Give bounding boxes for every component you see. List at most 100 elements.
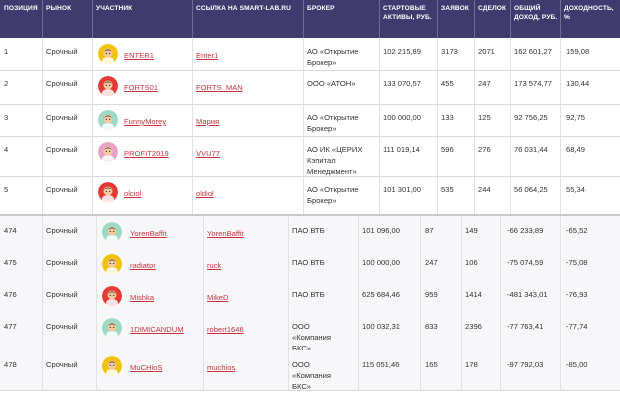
column-divider xyxy=(474,70,475,104)
column-divider xyxy=(42,38,43,70)
smartlab-profile-link[interactable]: MikeD xyxy=(207,293,229,302)
orders-cell: 87 xyxy=(425,226,434,235)
position-cell: 475 xyxy=(4,258,17,267)
column-divider xyxy=(461,248,462,280)
smartlab-profile-link[interactable]: muchios xyxy=(207,363,236,372)
assets-cell: 102 215,89 xyxy=(383,47,422,56)
broker-line: АО ИК «ЦЕРИХ xyxy=(307,145,363,154)
deals-cell: 125 xyxy=(478,113,491,122)
table-row: 3 Срочный FunnyMorey Мария АО «Открытие Броке… xyxy=(0,104,620,137)
header-divider xyxy=(474,0,475,38)
column-divider xyxy=(96,350,97,390)
column-divider xyxy=(474,136,475,176)
yield-cell: -75,08 xyxy=(566,258,588,267)
smartlab-profile-link[interactable]: Enter1 xyxy=(196,51,219,60)
broker-line: Менеджмент» xyxy=(307,167,357,176)
participant-link[interactable]: PROFIT2019 xyxy=(124,149,169,158)
yield-cell: 55,34 xyxy=(566,185,586,194)
smartlab-profile-link[interactable]: VVU77 xyxy=(196,149,221,158)
column-divider xyxy=(42,280,43,312)
column-divider xyxy=(192,70,193,104)
broker-line: ООО «АТОН» xyxy=(307,79,356,88)
column-divider xyxy=(203,312,204,350)
column-divider xyxy=(203,216,204,248)
market-cell: Срочный xyxy=(46,145,78,154)
column-divider xyxy=(379,136,380,176)
column-divider xyxy=(192,176,193,214)
column-divider xyxy=(288,280,289,312)
column-divider xyxy=(420,216,421,248)
broker-line: Брокер» xyxy=(307,124,337,133)
participant-avatar xyxy=(98,44,118,64)
column-divider xyxy=(474,104,475,136)
column-divider xyxy=(92,70,93,104)
participant-link[interactable]: YorenBaffit xyxy=(130,229,167,238)
column-divider xyxy=(42,70,43,104)
table-row: 476 Срочный Mishka MikeD ПАО ВТБ 625 684,46 95… xyxy=(0,280,620,313)
participant-link[interactable]: ENTER1 xyxy=(124,51,154,60)
assets-cell: 625 684,46 xyxy=(362,290,401,299)
column-divider xyxy=(379,104,380,136)
orders-cell: 596 xyxy=(441,145,454,154)
table-row: 475 Срочный radiator ruck ПАО ВТБ 100 000,00 2… xyxy=(0,248,620,281)
participant-link[interactable]: MuCHioS xyxy=(130,363,163,372)
market-cell: Срочный xyxy=(46,79,78,88)
column-divider xyxy=(510,176,511,214)
column-divider xyxy=(192,38,193,70)
smartlab-profile-link[interactable]: oldiol xyxy=(196,189,214,198)
broker-line: АО «Открытие xyxy=(307,113,359,122)
column-divider xyxy=(358,280,359,312)
participant-link[interactable]: FunnyMorey xyxy=(124,117,167,126)
deals-cell: 149 xyxy=(465,226,478,235)
broker-line: АО «Открытие xyxy=(307,185,359,194)
participant-link[interactable]: olciol xyxy=(124,189,142,198)
column-divider xyxy=(96,280,97,312)
yield-cell: 130,44 xyxy=(566,79,590,88)
column-divider xyxy=(42,350,43,390)
column-divider xyxy=(303,176,304,214)
broker-line: «Компания xyxy=(292,333,331,342)
broker-line: Кэпитал xyxy=(307,156,336,165)
col-broker-header: БРОКЕР xyxy=(307,5,335,12)
participant-link[interactable]: radiator xyxy=(130,261,156,270)
col-deals-header: СДЕЛОК xyxy=(478,5,507,12)
participant-avatar xyxy=(102,254,122,274)
smartlab-profile-link[interactable]: Мария xyxy=(196,117,220,126)
participant-avatar xyxy=(98,76,118,96)
orders-cell: 165 xyxy=(425,360,438,369)
smartlab-profile-link[interactable]: ruck xyxy=(207,261,222,270)
income-cell: -481 343,01 xyxy=(507,290,548,299)
table-header: ПОЗИЦИЯ РЫНОК УЧАСТНИК ССЫЛКА НА SMART-LAB.… xyxy=(0,0,620,38)
participant-link[interactable]: 1DIMICANDUM xyxy=(130,325,184,334)
header-divider xyxy=(192,0,193,38)
deals-cell: 244 xyxy=(478,185,491,194)
smartlab-profile-link[interactable]: YorenBaffit xyxy=(207,229,244,238)
column-divider xyxy=(288,312,289,350)
participant-link[interactable]: Mishka xyxy=(130,293,155,302)
position-cell: 478 xyxy=(4,360,17,369)
participant-link[interactable]: FORTS01 xyxy=(124,83,159,92)
assets-cell: 115 051,46 xyxy=(362,360,400,369)
smartlab-profile-link[interactable]: robert1646 xyxy=(207,325,244,334)
column-divider xyxy=(92,176,93,214)
column-divider xyxy=(420,248,421,280)
broker-line: ООО xyxy=(292,360,310,369)
column-divider xyxy=(510,70,511,104)
column-divider xyxy=(510,104,511,136)
table-row: 2 Срочный FORTS01 FORTS_MAN ООО «АТОН» 133 07… xyxy=(0,70,620,105)
col-yield-header: ДОХОДНОСТЬ, % xyxy=(564,5,614,21)
column-divider xyxy=(560,38,561,70)
orders-cell: 455 xyxy=(441,79,454,88)
col-market-header: РЫНОК xyxy=(46,5,72,12)
broker-line: ООО xyxy=(292,322,310,331)
column-divider xyxy=(560,312,561,350)
header-divider xyxy=(437,0,438,38)
column-divider xyxy=(461,216,462,248)
position-cell: 3 xyxy=(4,113,9,122)
smartlab-profile-link[interactable]: FORTS_MAN xyxy=(196,83,243,92)
column-divider xyxy=(437,38,438,70)
table-row: 1 Срочный ENTER1 Enter1 АО «Открытие Брокер» 1… xyxy=(0,38,620,71)
deals-cell: 106 xyxy=(465,258,478,267)
broker-line: Брокер» xyxy=(307,196,337,205)
